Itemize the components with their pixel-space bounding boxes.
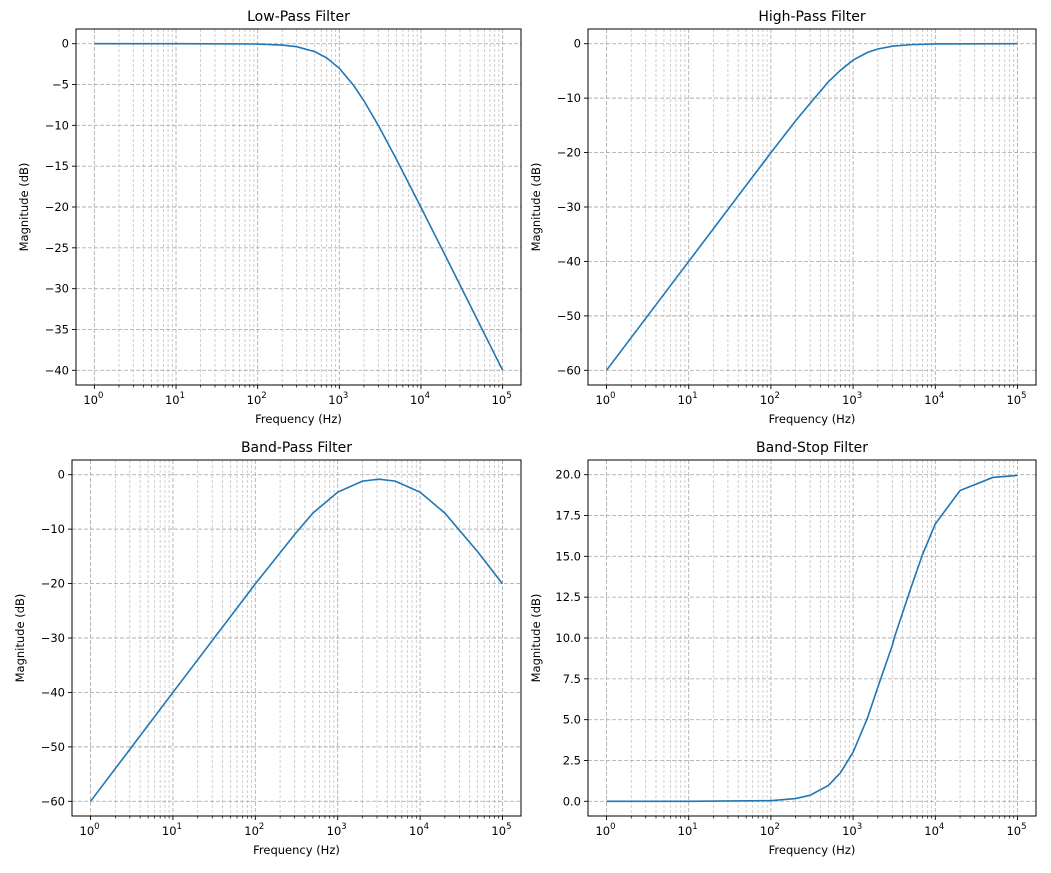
y-tick-label: 2.5	[563, 753, 581, 767]
x-tick-label: 101	[678, 822, 698, 838]
y-tick-label: 0	[574, 37, 581, 51]
panel-high-pass: 100 101 102 103 104 105 0 −10 −20 −30 −40 −50 −60 Hig…	[529, 9, 1037, 426]
chart-title: Band-Stop Filter	[756, 440, 868, 456]
grid	[72, 460, 521, 816]
y-tick-label: 0	[58, 468, 65, 482]
y-axis-label: Magnitude (dB)	[13, 594, 27, 683]
x-tick-label: 105	[1006, 391, 1026, 407]
axes-frame	[587, 28, 1037, 386]
y-tick-label: 0	[62, 37, 69, 51]
x-axis-label: Frequency (Hz)	[255, 412, 342, 426]
y-tick-label: 15.0	[555, 549, 581, 563]
x-tick-label: 100	[83, 391, 103, 407]
x-tick-label: 103	[327, 822, 347, 838]
y-tick-label: −10	[45, 118, 69, 132]
x-tick-label: 103	[328, 391, 348, 407]
y-tick-label: 12.5	[555, 590, 581, 604]
y-axis-label: Magnitude (dB)	[529, 594, 543, 683]
x-tick-label: 104	[409, 822, 429, 838]
y-tick-label: −20	[557, 146, 581, 160]
chart-title: High-Pass Filter	[758, 9, 866, 25]
y-tick-label: −10	[557, 91, 581, 105]
grid	[588, 460, 1036, 816]
series-line	[606, 474, 1018, 803]
x-tick-label: 105	[492, 391, 512, 407]
y-tick-label: −10	[41, 522, 65, 536]
grid	[76, 29, 521, 385]
x-tick-label: 102	[247, 391, 267, 407]
x-axis-label: Frequency (Hz)	[769, 412, 856, 426]
x-tick-label: 104	[924, 391, 944, 407]
panel-band-pass: 100 101 102 103 104 105 0 −10 −20 −30 −40 −50 −60 Ban…	[13, 440, 522, 857]
y-tick-label: −35	[45, 322, 69, 336]
x-axis-label: Frequency (Hz)	[769, 843, 856, 857]
y-tick-label: 0.0	[563, 794, 581, 808]
y-tick-label: −30	[45, 282, 69, 296]
y-tick-label: −60	[41, 794, 65, 808]
x-tick-label: 100	[595, 391, 615, 407]
y-tick-label: −25	[45, 241, 69, 255]
y-axis-label: Magnitude (dB)	[529, 163, 543, 252]
panel-low-pass: 100 101 102 103 104 105 0 −5 −10 −15 −20 −25 −30 −35 −…	[17, 9, 522, 426]
x-tick-label: 102	[760, 391, 780, 407]
axes-frame	[75, 28, 522, 386]
x-tick-label: 102	[760, 822, 780, 838]
axes-frame	[587, 459, 1037, 817]
x-tick-label: 105	[491, 822, 511, 838]
x-tick-label: 101	[165, 391, 185, 407]
y-tick-label: 20.0	[555, 468, 581, 482]
axes-frame	[71, 459, 522, 817]
chart-title: Band-Pass Filter	[241, 440, 352, 456]
x-tick-label: 101	[162, 822, 182, 838]
y-tick-label: −15	[45, 159, 69, 173]
y-tick-label: 7.5	[563, 672, 581, 686]
y-tick-label: −20	[45, 200, 69, 214]
y-tick-label: 5.0	[563, 713, 581, 727]
x-tick-label: 100	[595, 822, 615, 838]
x-tick-label: 103	[842, 822, 862, 838]
x-tick-label: 104	[410, 391, 430, 407]
y-tick-label: −50	[41, 740, 65, 754]
x-axis-label: Frequency (Hz)	[253, 843, 340, 857]
x-tick-label: 105	[1006, 822, 1026, 838]
x-tick-label: 104	[924, 822, 944, 838]
y-tick-label: −60	[557, 363, 581, 377]
y-tick-label: −5	[52, 78, 69, 92]
y-tick-label: −50	[557, 309, 581, 323]
x-tick-label: 103	[842, 391, 862, 407]
series-line	[94, 42, 504, 371]
series-line	[89, 478, 504, 802]
y-tick-label: 10.0	[555, 631, 581, 645]
y-tick-label: −30	[41, 631, 65, 645]
y-tick-label: −30	[557, 200, 581, 214]
y-tick-label: −40	[41, 685, 65, 699]
y-tick-label: 17.5	[555, 509, 581, 523]
panel-band-stop: 100 101 102 103 104 105 0.0 2.5 5.0 7.5 10.0 12.5 15…	[529, 440, 1037, 857]
x-tick-label: 101	[678, 391, 698, 407]
x-tick-label: 102	[244, 822, 264, 838]
x-tick-label: 100	[80, 822, 100, 838]
grid	[588, 29, 1036, 385]
y-tick-label: −40	[557, 254, 581, 268]
series-line	[605, 42, 1018, 371]
y-tick-label: −20	[41, 577, 65, 591]
chart-title: Low-Pass Filter	[247, 9, 350, 25]
y-tick-label: −40	[45, 363, 69, 377]
y-axis-label: Magnitude (dB)	[17, 163, 31, 252]
